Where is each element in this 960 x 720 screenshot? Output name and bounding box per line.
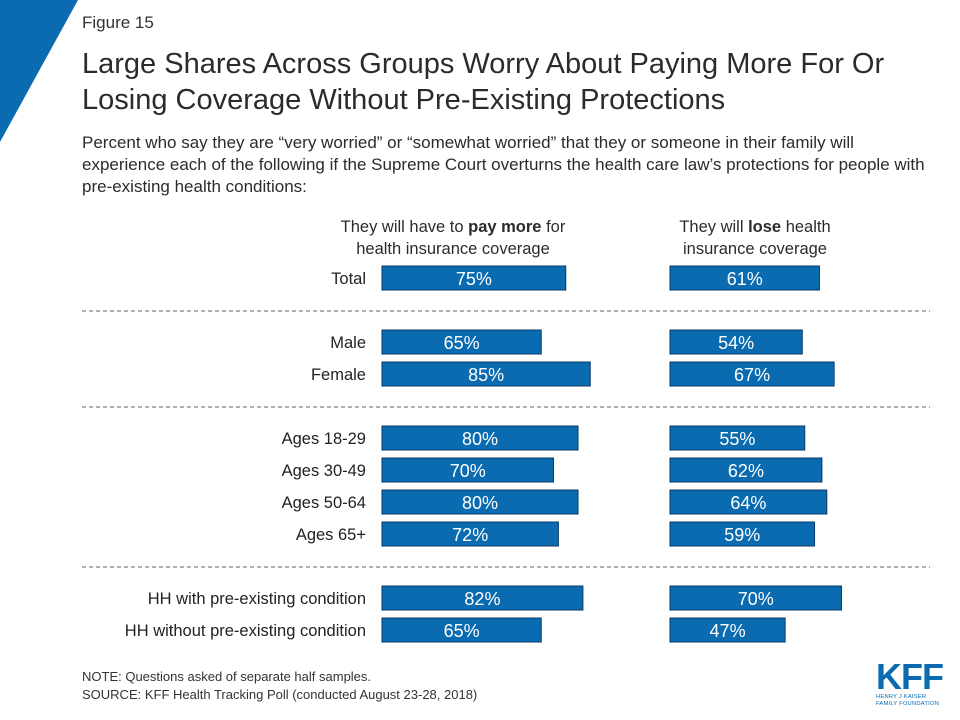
bar-pay-more-hh-without-pre-existing-condition <box>381 617 542 643</box>
bar-lose-ages-30-49 <box>669 457 823 483</box>
bar-lose-ages-65 <box>669 521 816 547</box>
data-label: 80% <box>462 429 498 449</box>
category-label-ages-30-49: Ages 30-49 <box>282 462 366 480</box>
data-label: 55% <box>719 429 755 449</box>
category-label-ages-50-64: Ages 50-64 <box>282 494 366 512</box>
bar-pay-more-female <box>381 361 591 387</box>
note-text: NOTE: Questions asked of separate half s… <box>82 669 372 684</box>
logo-line-1: HENRY J KAISER <box>876 694 927 700</box>
bar-lose-ages-50-64 <box>669 489 828 515</box>
category-label-hh-with-pre-existing-condition: HH with pre-existing condition <box>148 590 366 608</box>
data-label: 65% <box>444 333 480 353</box>
category-label-total: Total <box>331 270 366 288</box>
corner-accent <box>0 0 78 142</box>
data-label: 70% <box>450 461 486 481</box>
logo-line-2: FAMILY FOUNDATION <box>876 701 939 707</box>
data-label: 47% <box>710 621 746 641</box>
category-label-male: Male <box>330 334 366 352</box>
data-label: 85% <box>468 365 504 385</box>
column-header-lose: They will lose health insurance coverage <box>679 218 831 258</box>
bar-chart: Total 75% 61% Male 65% 54% Female 85% 67% Ages 18… <box>82 265 930 643</box>
bar-lose-total <box>669 265 820 291</box>
data-label: 62% <box>728 461 764 481</box>
bar-pay-more-ages-18-29 <box>381 425 579 451</box>
logo-mark: KFF <box>876 656 944 697</box>
data-label: 65% <box>444 621 480 641</box>
bar-pay-more-hh-with-pre-existing-condition <box>381 585 584 611</box>
category-label-ages-65: Ages 65+ <box>296 526 366 544</box>
bar-pay-more-total <box>381 265 567 291</box>
bar-pay-more-male <box>381 329 542 355</box>
chart-title: Large Shares Across Groups Worry About P… <box>82 48 885 116</box>
category-label-hh-without-pre-existing-condition: HH without pre-existing condition <box>125 622 366 640</box>
data-label: 82% <box>464 589 500 609</box>
category-label-female: Female <box>311 366 366 384</box>
bar-lose-hh-without-pre-existing-condition <box>669 617 786 643</box>
data-label: 67% <box>734 365 770 385</box>
data-label: 61% <box>727 269 763 289</box>
data-label: 64% <box>730 493 766 513</box>
data-label: 70% <box>738 589 774 609</box>
column-header-pay-more: They will have to pay more for health in… <box>340 218 566 258</box>
footnote: NOTE: Questions asked of separate half s… <box>82 668 477 704</box>
bar-pay-more-ages-30-49 <box>381 457 554 483</box>
data-label: 75% <box>456 269 492 289</box>
figure-label: Figure 15 <box>82 13 154 32</box>
bar-lose-female <box>669 361 835 387</box>
kff-logo: KFF HENRY J KAISER FAMILY FOUNDATION <box>876 656 946 708</box>
data-label: 59% <box>724 525 760 545</box>
bar-lose-male <box>669 329 803 355</box>
bar-pay-more-ages-50-64 <box>381 489 579 515</box>
source-text: SOURCE: KFF Health Tracking Poll (conduc… <box>82 687 478 702</box>
chart-subtitle: Percent who say they are “very worried” … <box>82 133 925 196</box>
bar-lose-hh-with-pre-existing-condition <box>669 585 842 611</box>
data-label: 80% <box>462 493 498 513</box>
category-label-ages-18-29: Ages 18-29 <box>282 430 366 448</box>
data-label: 72% <box>452 525 488 545</box>
data-label: 54% <box>718 333 754 353</box>
bar-pay-more-ages-65 <box>381 521 559 547</box>
bar-lose-ages-18-29 <box>669 425 806 451</box>
